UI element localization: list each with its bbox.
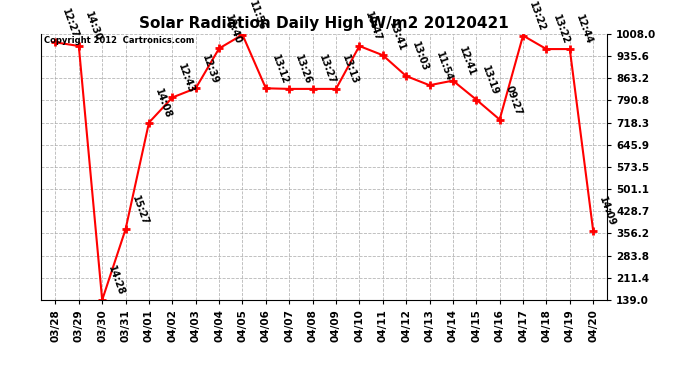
Text: 12:40: 12:40 xyxy=(224,13,244,46)
Text: 15:27: 15:27 xyxy=(130,194,150,226)
Text: 13:22: 13:22 xyxy=(551,14,571,46)
Text: 13:22: 13:22 xyxy=(527,0,547,33)
Text: 10:47: 10:47 xyxy=(364,10,384,43)
Text: 13:26: 13:26 xyxy=(293,54,313,86)
Text: 13:27: 13:27 xyxy=(317,54,337,86)
Text: 13:13: 13:13 xyxy=(340,54,360,86)
Text: 14:08: 14:08 xyxy=(153,87,173,120)
Text: 12:39: 12:39 xyxy=(200,53,220,86)
Text: 11:56: 11:56 xyxy=(246,0,266,32)
Text: 12:43: 12:43 xyxy=(177,62,197,95)
Text: Copyright 2012  Cartronics.com: Copyright 2012 Cartronics.com xyxy=(44,36,195,45)
Text: 12:41: 12:41 xyxy=(457,45,477,78)
Text: 13:12: 13:12 xyxy=(270,53,290,86)
Text: 12:27: 12:27 xyxy=(59,7,79,39)
Title: Solar Radiation Daily High W/m2 20120421: Solar Radiation Daily High W/m2 20120421 xyxy=(139,16,509,31)
Text: 12:44: 12:44 xyxy=(574,14,594,46)
Text: 14:28: 14:28 xyxy=(106,264,126,297)
Text: 11:54: 11:54 xyxy=(434,50,454,82)
Text: 09:27: 09:27 xyxy=(504,84,524,117)
Text: 13:03: 13:03 xyxy=(411,41,431,73)
Text: 14:30: 14:30 xyxy=(83,10,103,43)
Text: 13:19: 13:19 xyxy=(480,64,500,97)
Text: 14:09: 14:09 xyxy=(598,195,618,228)
Text: 13:41: 13:41 xyxy=(387,20,407,53)
